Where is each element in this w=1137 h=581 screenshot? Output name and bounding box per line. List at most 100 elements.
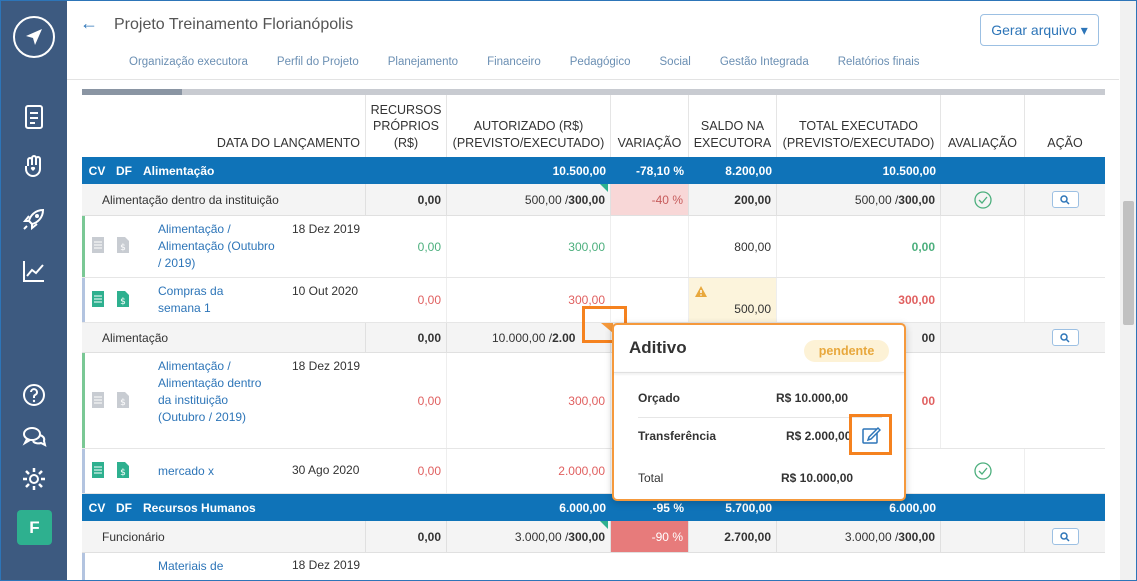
sidebar: F xyxy=(1,1,67,580)
category-name: Alimentação xyxy=(143,163,215,178)
cv-label: CV xyxy=(88,500,106,515)
edit-button[interactable] xyxy=(849,414,892,455)
subcategory-name: Funcionário xyxy=(82,521,366,552)
check-icon xyxy=(941,184,1025,215)
help-icon[interactable] xyxy=(21,382,47,408)
total-value: 300,00 xyxy=(777,278,941,322)
balance-value: 2.700,00 xyxy=(689,521,777,552)
table-header: DATA DO LANÇAMENTO RECURSOS PRÓPRIOS (R$… xyxy=(82,95,1105,157)
action-cell xyxy=(1025,323,1105,352)
own-value: 0,00 xyxy=(366,184,447,215)
logo-icon[interactable] xyxy=(13,16,55,58)
entry-description-link[interactable]: Compras da semana 1 xyxy=(158,284,224,315)
search-icon xyxy=(1060,531,1070,542)
invoice-dollar-icon[interactable]: $ xyxy=(116,391,130,409)
chat-icon[interactable] xyxy=(21,424,47,450)
subcategory-name: Alimentação xyxy=(82,323,366,352)
status-badge: pendente xyxy=(804,340,889,362)
divider xyxy=(614,372,904,373)
total-value: 500,00 / 300,00 xyxy=(777,184,941,215)
settings-icon[interactable] xyxy=(21,466,47,492)
tab-relatorios[interactable]: Relatórios finais xyxy=(837,56,920,68)
entry-date: 18 Dez 2019 xyxy=(292,222,361,236)
category-authorized: 6.000,00 xyxy=(559,500,606,515)
entry-description-link[interactable]: mercado x xyxy=(158,464,215,478)
comment-marker[interactable] xyxy=(601,323,613,333)
authorized-planned: 10.000,00 / xyxy=(492,330,553,345)
authorized-executed: 300,00 xyxy=(568,192,605,207)
search-button[interactable] xyxy=(1051,329,1079,346)
comment-marker[interactable] xyxy=(600,184,608,192)
invoice-dollar-icon[interactable]: $ xyxy=(116,290,130,308)
variation-value: -40 % xyxy=(611,184,689,215)
scroll-thumb[interactable] xyxy=(1123,201,1134,325)
header-total: TOTAL EXECUTADO (PREVISTO/EXECUTADO) xyxy=(777,95,941,157)
header-date: DATA DO LANÇAMENTO xyxy=(82,95,366,157)
invoice-dollar-icon[interactable]: $ xyxy=(116,236,130,254)
back-arrow-icon[interactable]: ← xyxy=(80,13,98,33)
authorized-planned: 500,00 / xyxy=(524,192,569,207)
own-value: 0,00 xyxy=(366,521,447,552)
receipt-icon[interactable] xyxy=(91,236,105,254)
entry-description-link[interactable]: Alimentação / Alimentação dentro da inst… xyxy=(158,359,262,424)
search-button[interactable] xyxy=(1051,191,1079,208)
comment-marker[interactable] xyxy=(600,521,608,529)
category-row: CV DF Alimentação 10.500,00 -78,10 % 8.2… xyxy=(82,157,1105,184)
tab-financeiro[interactable]: Financeiro xyxy=(487,56,541,68)
authorized-value: 500,00 / 300,00 xyxy=(447,184,611,215)
horizontal-scroll-track[interactable] xyxy=(82,89,1105,95)
search-icon xyxy=(1060,194,1070,205)
invoice-dollar-icon[interactable]: $ xyxy=(116,461,130,479)
horizontal-scroll-thumb[interactable] xyxy=(82,89,182,95)
entry-row: $ Compras da semana 1 10 Out 2020 0,00 3… xyxy=(82,278,1105,323)
rocket-icon[interactable] xyxy=(21,206,47,232)
entry-row: Materiais de 18 Dez 2019 xyxy=(82,553,1105,580)
authorized-executed: 2.00 xyxy=(552,330,576,345)
subcategory-row: Alimentação 0,00 10.000,00 / 2.00 00 xyxy=(82,323,1105,353)
authorized-value: 3.000,00 / 300,00 xyxy=(447,521,611,552)
df-label: DF xyxy=(116,500,132,515)
hand-heart-icon[interactable] xyxy=(21,154,47,180)
category-row: CV DF Recursos Humanos 6.000,00 -95 % 5.… xyxy=(82,494,1105,521)
entry-description-link[interactable]: Materiais de xyxy=(158,559,224,573)
header-balance: SALDO NA EXECUTORA xyxy=(689,95,777,157)
tab-organizacao[interactable]: Organização executora xyxy=(129,56,248,68)
own-value: 0,00 xyxy=(366,216,447,277)
own-value: 0,00 xyxy=(366,449,447,493)
row-value: R$ 10.000,00 xyxy=(776,391,849,405)
status-bar xyxy=(82,353,85,448)
svg-text:$: $ xyxy=(120,243,126,253)
tab-gestao[interactable]: Gestão Integrada xyxy=(719,56,809,68)
own-value: 0,00 xyxy=(366,323,447,352)
receipt-icon[interactable] xyxy=(91,461,105,479)
category-total: 10.500,00 xyxy=(882,163,936,178)
own-value: 0,00 xyxy=(366,353,447,448)
receipt-icon[interactable] xyxy=(91,290,105,308)
generate-file-button[interactable]: Gerar arquivo ▾ xyxy=(980,14,1099,46)
header-own: RECURSOS PRÓPRIOS (R$) xyxy=(366,95,447,157)
user-avatar[interactable]: F xyxy=(17,510,52,545)
chart-icon[interactable] xyxy=(21,258,47,284)
total-value: 0,00 xyxy=(777,216,941,277)
tab-perfil[interactable]: Perfil do Projeto xyxy=(276,56,359,68)
evaluation-cell xyxy=(941,216,1025,277)
evaluation-cell xyxy=(941,521,1025,552)
status-bar xyxy=(82,553,85,580)
tab-bar: Organização executora Perfil do Projeto … xyxy=(129,56,949,68)
total-planned: 500,00 / xyxy=(854,192,899,207)
authorized-value: 10.000,00 / 2.00 xyxy=(447,323,611,352)
search-button[interactable] xyxy=(1051,528,1079,545)
category-balance: 8.200,00 xyxy=(725,163,772,178)
entry-description-link[interactable]: Alimentação / Alimentação (Outubro / 201… xyxy=(158,222,275,270)
tab-planejamento[interactable]: Planejamento xyxy=(387,56,459,68)
receipt-icon[interactable] xyxy=(91,391,105,409)
action-cell xyxy=(1025,521,1105,552)
balance-value: 800,00 xyxy=(689,216,777,277)
document-icon[interactable] xyxy=(21,104,47,130)
entry-date: 18 Dez 2019 xyxy=(292,359,361,373)
tab-social[interactable]: Social xyxy=(659,56,691,68)
row-label: Transferência xyxy=(638,429,717,443)
row-value: R$ 2.000,00 xyxy=(786,429,852,443)
tab-pedagogico[interactable]: Pedagógico xyxy=(569,56,631,68)
